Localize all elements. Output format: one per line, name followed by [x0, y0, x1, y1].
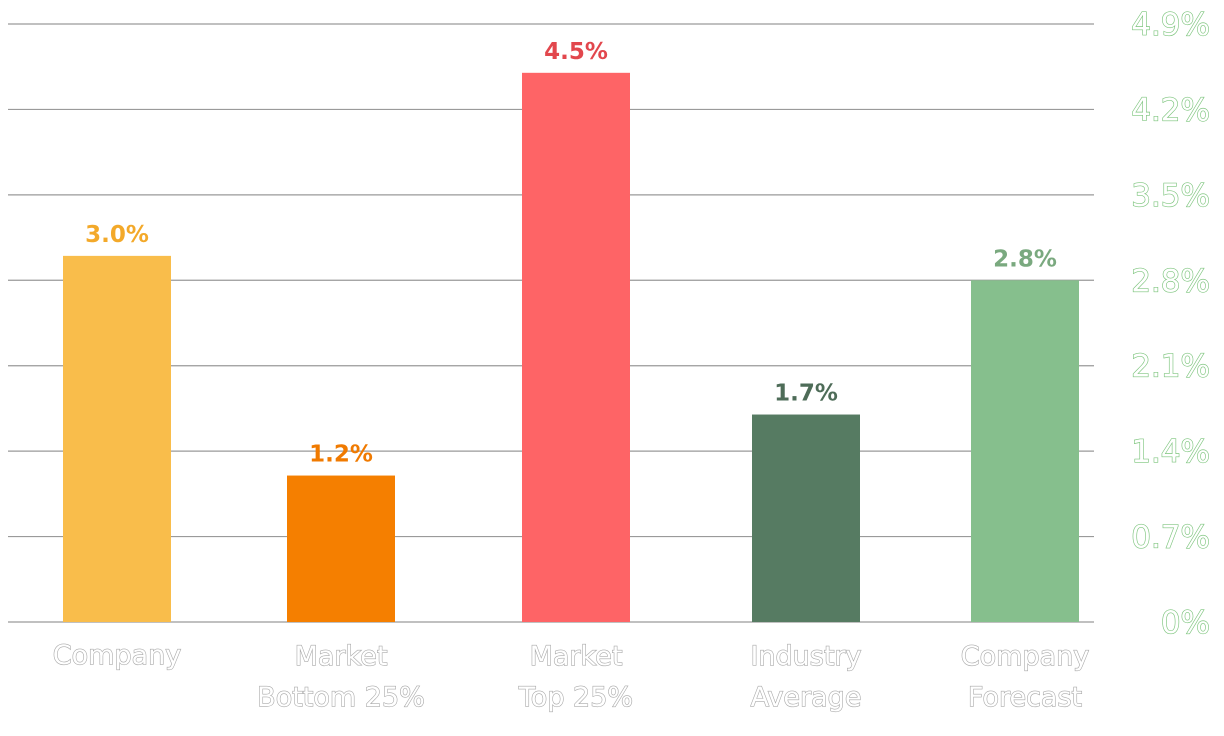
category-label-line: Bottom 25%: [257, 682, 425, 713]
category-label-line: Market: [530, 641, 623, 672]
category-label: Company: [53, 640, 181, 671]
category-label-line: Forecast: [968, 682, 1082, 713]
y-tick-label: 3.5%: [1131, 178, 1210, 214]
category-label-line: Company: [53, 640, 181, 671]
y-tick-label: 2.1%: [1131, 349, 1210, 385]
category-label-line: Industry: [750, 641, 861, 672]
category-label-line: Average: [751, 682, 862, 713]
category-label: Company Forecast: [961, 641, 1089, 713]
data-label: 2.8%: [993, 246, 1057, 272]
x-axis-category-labels: Company Market Bottom 25% Market Top 25% Indu…: [52, 639, 1090, 713]
category-label-line: Market: [295, 641, 388, 672]
y-tick-label: 0.7%: [1131, 520, 1210, 556]
bar: [287, 475, 395, 622]
category-label-line: Top 25%: [518, 682, 633, 713]
category-label-line: Company: [961, 641, 1089, 672]
y-tick-label: 2.8%: [1131, 263, 1210, 299]
y-tick-label: 4.9%: [1131, 7, 1210, 43]
data-label: 3.0%: [85, 222, 149, 248]
category-label: Market Top 25%: [518, 641, 633, 713]
bar: [752, 414, 860, 622]
y-axis-tick-labels: 0% 0.7% 1.4% 2.1% 2.8% 3.5% 4.2% 4.9%: [1131, 6, 1211, 641]
data-label: 1.7%: [774, 381, 838, 407]
bar: [63, 255, 171, 622]
category-label: Market Bottom 25%: [257, 641, 425, 713]
bar: [971, 280, 1079, 622]
category-label: Industry Average: [750, 641, 861, 713]
data-label: 1.2%: [309, 442, 373, 468]
y-tick-label: 0%: [1161, 605, 1210, 641]
y-tick-label: 1.4%: [1131, 434, 1210, 470]
data-label: 4.5%: [544, 39, 608, 65]
data-labels: 3.0% 1.2% 4.5% 1.7% 2.8%: [85, 39, 1057, 468]
y-tick-label: 4.2%: [1131, 92, 1210, 128]
bar: [522, 72, 630, 622]
bars: [63, 72, 1079, 622]
